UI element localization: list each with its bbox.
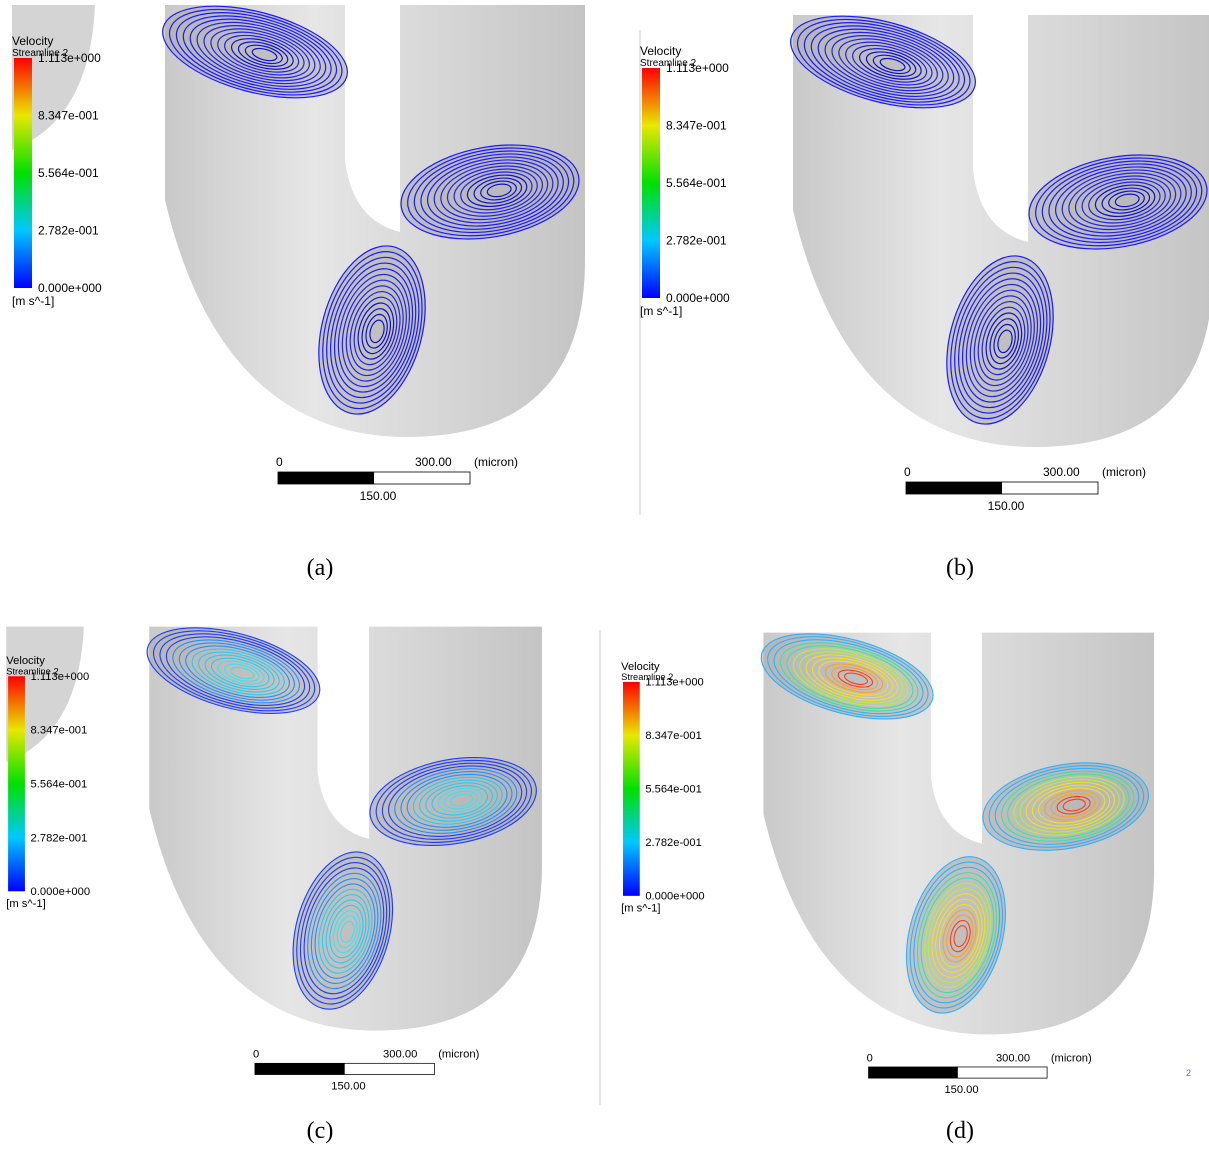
legend-tick-label: 0.000e+000 xyxy=(31,886,91,898)
legend-tick-label: 2.782e-001 xyxy=(666,234,727,248)
legend-title: Velocity xyxy=(12,34,53,48)
legend-unit: [m s^-1] xyxy=(640,304,682,318)
legend-tick-label: 8.347e-001 xyxy=(38,109,99,123)
legend-tick-label: 1.113e+000 xyxy=(666,61,729,75)
legend-tick-label: 0.000e+000 xyxy=(666,291,730,305)
color-bar xyxy=(642,68,660,298)
legend-title: Velocity xyxy=(6,655,45,667)
scale-end: 300.00 xyxy=(415,455,452,469)
legend-tick-label: 2.782e-001 xyxy=(38,224,99,238)
scale-mid: 150.00 xyxy=(360,489,397,503)
legend-unit: [m s^-1] xyxy=(12,294,54,308)
caption: (d) xyxy=(946,1118,974,1144)
legend-tick-label: 5.564e-001 xyxy=(666,176,727,190)
figure: VelocityStreamline 21.113e+0008.347e-001… xyxy=(0,0,1209,1162)
corner-mark: 2 xyxy=(1186,1068,1191,1078)
legend-tick-label: 8.347e-001 xyxy=(645,730,701,742)
scale-unit: (micron) xyxy=(474,455,518,469)
scale-unit: (micron) xyxy=(1102,465,1146,479)
legend-tick-label: 5.564e-001 xyxy=(31,778,88,790)
legend-unit: [m s^-1] xyxy=(6,898,46,910)
legend-tick-label: 5.564e-001 xyxy=(645,784,701,796)
legend-tick-label: 1.113e+000 xyxy=(38,51,101,65)
legend-tick-label: 5.564e-001 xyxy=(38,166,99,180)
scale-bar-filled xyxy=(869,1067,958,1078)
scale-end: 300.00 xyxy=(996,1052,1030,1064)
scale-bar-filled xyxy=(906,482,1002,494)
scale-start: 0 xyxy=(253,1049,259,1061)
scale-bar-filled xyxy=(278,472,374,484)
scale-unit: (micron) xyxy=(1051,1052,1092,1064)
legend-tick-label: 0.000e+000 xyxy=(38,281,102,295)
scale-unit: (micron) xyxy=(438,1049,479,1061)
panel: VelocityStreamline 21.113e+0008.347e-001… xyxy=(610,618,1155,1096)
legend-tick-label: 8.347e-001 xyxy=(31,725,88,737)
legend-tick-label: 2.782e-001 xyxy=(645,837,701,849)
scale-mid: 150.00 xyxy=(944,1084,978,1096)
caption: (b) xyxy=(946,555,974,581)
panel: VelocityStreamline 21.113e+0008.347e-001… xyxy=(628,0,1209,513)
caption: (c) xyxy=(307,1118,334,1144)
legend-tick-label: 1.113e+000 xyxy=(31,671,90,683)
scale-start: 0 xyxy=(904,465,911,479)
scale-mid: 150.00 xyxy=(988,499,1025,513)
panel: VelocityStreamline 21.113e+0008.347e-001… xyxy=(0,0,586,503)
scale-start: 0 xyxy=(276,455,283,469)
color-bar xyxy=(623,682,640,896)
scale-end: 300.00 xyxy=(1043,465,1080,479)
scale-end: 300.00 xyxy=(383,1049,417,1061)
scale-start: 0 xyxy=(867,1052,873,1064)
scale-mid: 150.00 xyxy=(331,1081,365,1093)
legend-tick-label: 0.000e+000 xyxy=(645,891,704,903)
color-bar xyxy=(14,58,32,288)
color-bar xyxy=(8,676,25,891)
legend-title: Velocity xyxy=(640,44,681,58)
legend-tick-label: 8.347e-001 xyxy=(666,119,727,133)
legend-unit: [m s^-1] xyxy=(621,903,660,915)
legend-title: Velocity xyxy=(621,661,660,673)
legend-tick-label: 1.113e+000 xyxy=(645,677,703,689)
caption: (a) xyxy=(307,555,334,581)
legend-tick-label: 2.782e-001 xyxy=(31,832,88,844)
scale-bar-filled xyxy=(255,1063,345,1074)
